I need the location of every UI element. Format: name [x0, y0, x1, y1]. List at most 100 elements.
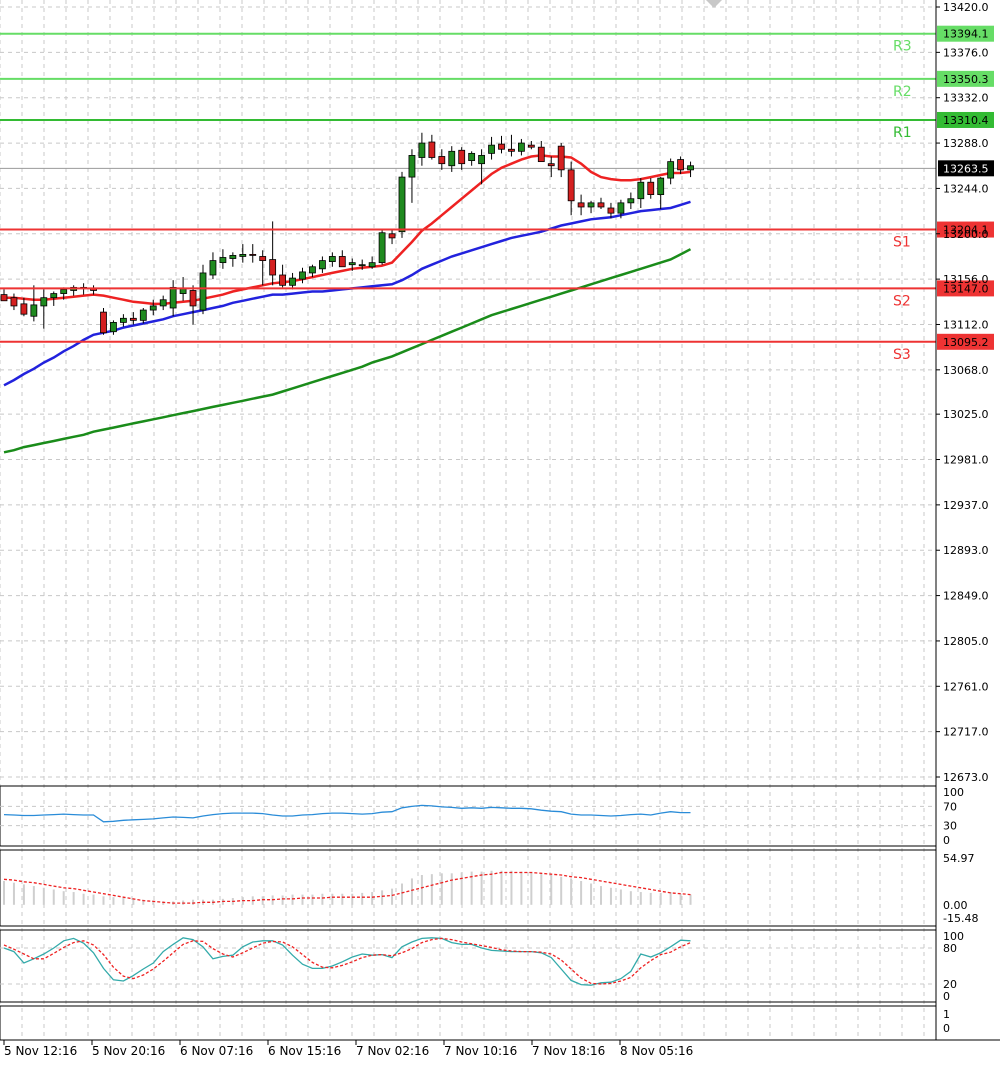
candle-body [120, 317, 127, 323]
candle-body [209, 260, 217, 276]
candle-body [219, 257, 227, 264]
price-tick-label: 13332.0 [943, 92, 989, 105]
candle-body [677, 159, 684, 171]
candle-body [199, 272, 207, 311]
candle-body [557, 145, 565, 171]
scroll-marker-icon[interactable] [706, 0, 722, 8]
candle-body [637, 181, 645, 200]
candle-body [358, 264, 366, 267]
empty-panel-tick-label: 0 [943, 1022, 950, 1035]
candle-body [10, 297, 18, 307]
pivot-name-s1: S1 [893, 235, 911, 251]
price-tick-label: 13156.0 [943, 273, 989, 286]
empty-panel-tick-label: 1 [943, 1008, 950, 1021]
candle-body [348, 262, 356, 266]
pivot-value-label: 13204.1 [943, 224, 989, 237]
price-tick-label: 13025.0 [943, 408, 989, 421]
macd-signal-line [3, 871, 691, 904]
candle-body [587, 202, 595, 208]
candle-body [438, 156, 446, 165]
moving-average-line [4, 154, 691, 306]
time-tick-label: 7 Nov 10:16 [444, 1044, 517, 1058]
time-tick-label: 6 Nov 07:16 [180, 1044, 253, 1058]
candle-body [518, 142, 525, 152]
pivot-value-box [937, 333, 994, 350]
price-tick-label: 12981.0 [943, 454, 989, 467]
price-tick-label: 13068.0 [943, 364, 989, 377]
candle-body [239, 253, 247, 257]
price-tick-label: 12805.0 [943, 635, 989, 648]
candle-body [0, 294, 8, 302]
candle-body [269, 259, 277, 276]
candle-body [169, 286, 177, 309]
macd-tick-label: 0.00 [943, 899, 968, 912]
stoch-tick-label: 0 [943, 990, 950, 1003]
pivot-value-box [937, 70, 994, 87]
candle-body [129, 317, 137, 321]
pivot-value-label: 13394.1 [943, 28, 989, 41]
price-tick-label: 13288.0 [943, 137, 989, 150]
candle-body [259, 256, 267, 261]
candle-body [428, 141, 436, 158]
candle-body [607, 207, 615, 214]
price-tick-label: 12717.0 [943, 726, 989, 739]
candle-body [547, 163, 555, 167]
candle-body [498, 143, 505, 150]
pivot-name-s2: S2 [893, 293, 911, 309]
candle-body [647, 181, 655, 196]
candle-body [667, 161, 675, 179]
price-tick-label: 12937.0 [943, 499, 989, 512]
candle-body [189, 290, 197, 307]
candle-body [388, 233, 396, 239]
pivot-value-box [937, 111, 994, 128]
rsi-tick-label: 30 [943, 820, 957, 833]
candle-body [318, 260, 326, 270]
time-tick-label: 7 Nov 18:16 [532, 1044, 605, 1058]
candle-body [378, 232, 386, 264]
price-tick-label: 12761.0 [943, 680, 989, 693]
current-price-box [938, 160, 994, 177]
stoch-signal-line [3, 937, 691, 985]
candle-body [159, 299, 167, 307]
candle-body [328, 256, 336, 263]
candle-body [299, 271, 306, 280]
price-tick-label: 13244.0 [943, 182, 989, 195]
macd-tick-label: -15.48 [943, 912, 978, 925]
candle-body [537, 146, 545, 163]
candle-body [567, 169, 575, 202]
candle-body [508, 148, 515, 152]
time-tick-label: 5 Nov 12:16 [4, 1044, 77, 1058]
candle-body [30, 304, 38, 317]
candle-body [478, 155, 486, 165]
candle-body [368, 262, 376, 268]
candle-body [309, 266, 316, 274]
rsi-line [3, 804, 691, 823]
pivot-value-box [937, 25, 994, 42]
candle-body [458, 149, 466, 165]
pivot-name-r3: R3 [893, 39, 912, 55]
candle-body [60, 289, 68, 294]
pivot-value-box [937, 221, 994, 238]
macd-tick-label: 54.97 [943, 852, 975, 865]
candle-body [577, 202, 585, 208]
price-tick-label: 12673.0 [943, 771, 989, 784]
candle-body [50, 293, 58, 299]
candle-body [289, 277, 296, 286]
candle-body [468, 152, 476, 161]
pivot-value-box [937, 280, 994, 297]
candle-body [139, 309, 147, 321]
price-tick-label: 13112.0 [943, 318, 989, 331]
time-tick-label: 7 Nov 02:16 [356, 1044, 429, 1058]
price-tick-label: 13420.0 [943, 1, 989, 14]
candle-body [488, 144, 495, 154]
candle-body [149, 305, 157, 311]
candle-body [448, 150, 456, 167]
stoch-main-line [3, 937, 691, 986]
pivot-value-label: 13350.3 [943, 73, 989, 86]
stoch-tick-label: 20 [943, 978, 957, 991]
candle-body [229, 255, 237, 259]
candle-body [338, 256, 346, 268]
candle-body [40, 297, 48, 307]
